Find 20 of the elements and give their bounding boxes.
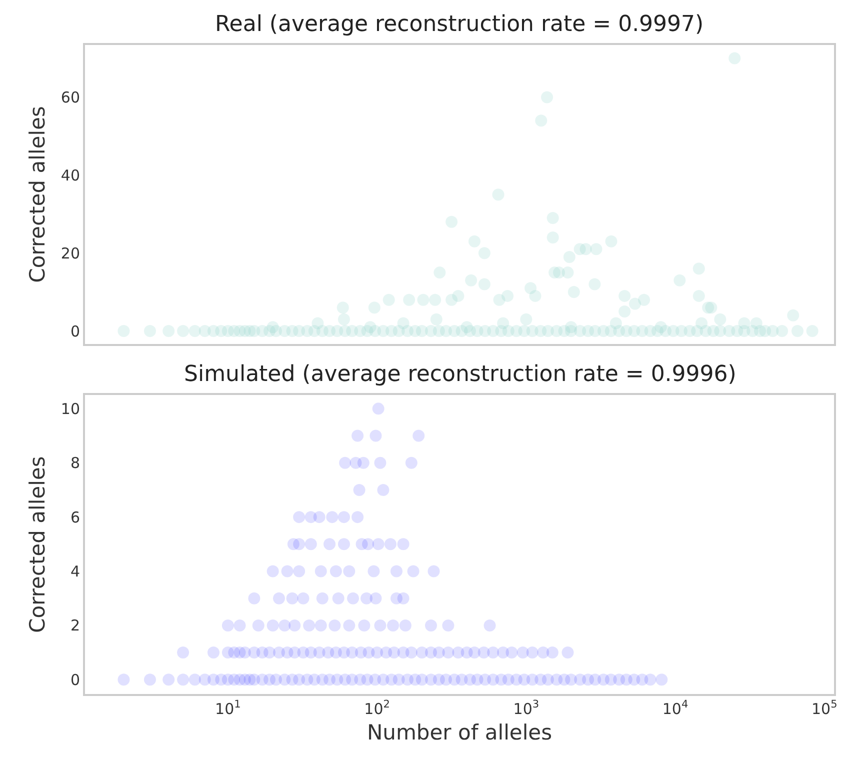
y-tick-label: 6 bbox=[70, 508, 80, 526]
y-axis-title: Corrected alleles bbox=[26, 106, 50, 283]
y-tick-label: 0 bbox=[70, 322, 80, 340]
y-tick-label: 20 bbox=[60, 244, 80, 262]
x-axis-title: Number of alleles bbox=[366, 720, 552, 745]
y-tick-label: 40 bbox=[60, 166, 80, 184]
y-tick-label: 8 bbox=[70, 454, 80, 472]
chart-title: Simulated (average reconstruction rate = 0.9996) bbox=[184, 362, 736, 387]
x-tick-label: 10$^{1}$ bbox=[215, 698, 241, 718]
chart-title: Real (average reconstruction rate = 0.9997) bbox=[215, 12, 704, 37]
y-tick-label: 2 bbox=[70, 616, 80, 635]
x-tick-label: 10$^{4}$ bbox=[662, 698, 688, 718]
y-axis-title: Corrected alleles bbox=[26, 456, 50, 633]
y-tick-label: 10 bbox=[60, 400, 80, 418]
y-tick-label: 60 bbox=[60, 88, 80, 106]
y-tick-label: 0 bbox=[70, 670, 80, 689]
x-tick-label: 10$^{2}$ bbox=[364, 698, 390, 718]
x-tick-label: 10$^{3}$ bbox=[513, 698, 540, 718]
x-tick-label: 10$^{5}$ bbox=[812, 698, 838, 718]
y-tick-label: 4 bbox=[70, 562, 80, 581]
